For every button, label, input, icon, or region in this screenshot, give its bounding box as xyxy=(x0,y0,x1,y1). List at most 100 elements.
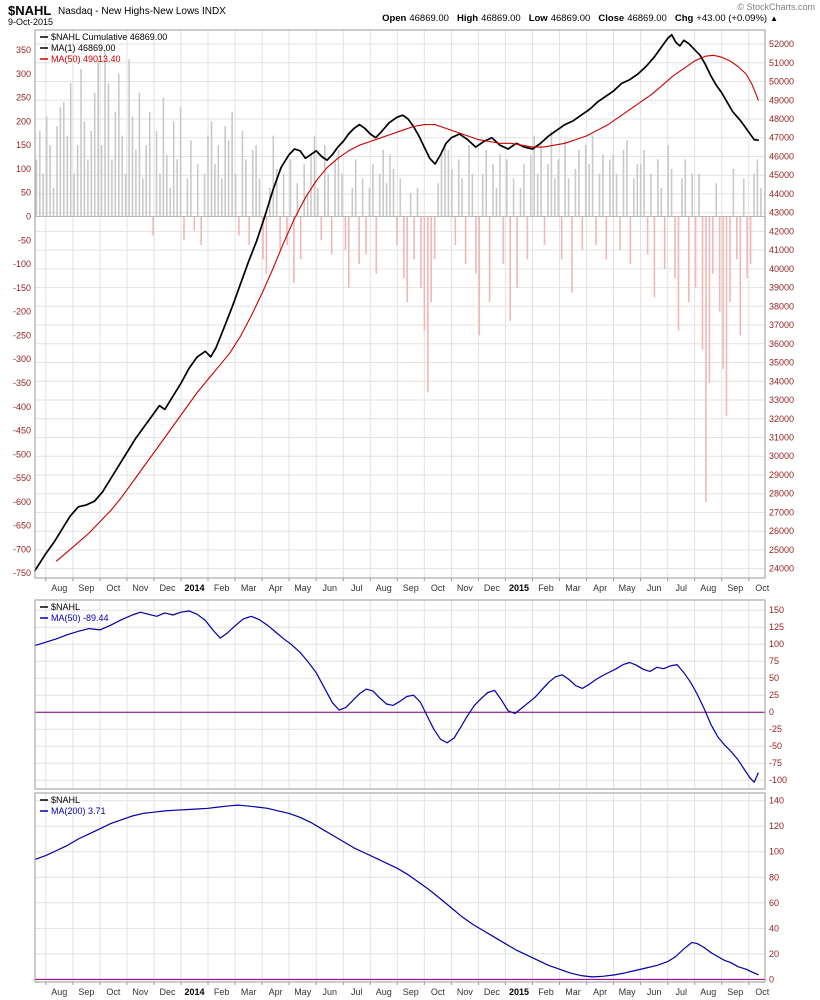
svg-text:2014: 2014 xyxy=(184,583,204,593)
svg-text:150: 150 xyxy=(769,605,784,615)
svg-text:Oct: Oct xyxy=(431,987,446,997)
svg-text:Feb: Feb xyxy=(538,987,554,997)
right-axis-labels: 0 20 40 60 80 100 120 140 xyxy=(769,796,784,985)
plot-border xyxy=(34,29,766,579)
svg-text:$NAHL Cumulative 46869.00: $NAHL Cumulative 46869.00 xyxy=(51,32,167,42)
svg-text:-75: -75 xyxy=(769,758,782,768)
svg-text:25000: 25000 xyxy=(769,545,794,555)
svg-text:Feb: Feb xyxy=(538,583,554,593)
svg-text:51000: 51000 xyxy=(769,58,794,68)
quote-value: +43.00 (+0.09%) xyxy=(696,13,768,24)
quote-label: Open xyxy=(382,13,407,24)
svg-text:43000: 43000 xyxy=(769,208,794,218)
svg-text:Mar: Mar xyxy=(241,583,257,593)
svg-text:40000: 40000 xyxy=(769,264,794,274)
svg-text:200: 200 xyxy=(16,116,31,126)
svg-text:0: 0 xyxy=(26,212,31,222)
svg-text:Oct: Oct xyxy=(755,987,770,997)
svg-text:Sep: Sep xyxy=(727,987,743,997)
nahl-ma50-oscillator-line xyxy=(34,610,759,783)
svg-text:38000: 38000 xyxy=(769,301,794,311)
svg-text:-400: -400 xyxy=(13,402,31,412)
svg-text:31000: 31000 xyxy=(769,433,794,443)
plot-border xyxy=(34,599,766,790)
svg-text:33000: 33000 xyxy=(769,395,794,405)
nahl-cumulative-line xyxy=(34,33,760,572)
svg-text:-750: -750 xyxy=(13,568,31,578)
svg-text:-100: -100 xyxy=(13,259,31,269)
plot-background xyxy=(35,600,765,789)
svg-text:Mar: Mar xyxy=(565,583,581,593)
svg-text:50: 50 xyxy=(21,188,31,198)
svg-text:52000: 52000 xyxy=(769,39,794,49)
svg-text:Apr: Apr xyxy=(593,987,607,997)
svg-text:Jul: Jul xyxy=(351,987,363,997)
svg-text:34000: 34000 xyxy=(769,376,794,386)
svg-text:-600: -600 xyxy=(13,497,31,507)
svg-text:Nov: Nov xyxy=(132,583,149,593)
svg-text:Oct: Oct xyxy=(106,583,121,593)
svg-text:Sep: Sep xyxy=(403,987,419,997)
svg-text:26000: 26000 xyxy=(769,526,794,536)
svg-text:May: May xyxy=(294,583,312,593)
svg-text:Sep: Sep xyxy=(403,583,419,593)
svg-text:-350: -350 xyxy=(13,378,31,388)
svg-text:0: 0 xyxy=(769,707,774,717)
svg-text:75: 75 xyxy=(769,656,779,666)
svg-text:Dec: Dec xyxy=(484,583,501,593)
svg-text:Aug: Aug xyxy=(376,987,392,997)
svg-text:$NAHL: $NAHL xyxy=(51,602,80,612)
svg-text:60: 60 xyxy=(769,898,779,908)
svg-text:-550: -550 xyxy=(13,473,31,483)
month-axis-labels: Aug Sep Oct Nov Dec 2014 Feb Mar Apr May Jun Jul Aug… xyxy=(45,578,770,593)
svg-text:Aug: Aug xyxy=(51,987,67,997)
svg-text:-450: -450 xyxy=(13,426,31,436)
ma50-line xyxy=(56,54,759,562)
svg-text:Sep: Sep xyxy=(727,583,743,593)
quote-value: 46869.00 xyxy=(409,13,449,24)
svg-text:39000: 39000 xyxy=(769,283,794,293)
svg-text:46000: 46000 xyxy=(769,152,794,162)
svg-text:29000: 29000 xyxy=(769,470,794,480)
svg-text:Sep: Sep xyxy=(78,583,94,593)
svg-text:27000: 27000 xyxy=(769,507,794,517)
svg-text:Aug: Aug xyxy=(700,583,716,593)
page-title: $NAHL xyxy=(8,3,52,18)
svg-text:MA(50) -89.44: MA(50) -89.44 xyxy=(51,613,109,623)
svg-text:Oct: Oct xyxy=(106,987,121,997)
svg-text:Mar: Mar xyxy=(565,987,581,997)
right-axis-labels: -100 -75 -50 -25 0 25 50 75 100 125 150 xyxy=(769,605,787,785)
svg-text:41000: 41000 xyxy=(769,245,794,255)
svg-text:300: 300 xyxy=(16,69,31,79)
plot-border xyxy=(34,792,766,983)
svg-text:42000: 42000 xyxy=(769,226,794,236)
left-axis-labels: -750-700-650-600-550-500-450-400-350-300… xyxy=(13,45,31,578)
svg-text:-700: -700 xyxy=(13,545,31,555)
svg-text:Jul: Jul xyxy=(675,987,687,997)
nh-nl-histogram xyxy=(35,50,762,502)
nahl-ma200-oscillator-line xyxy=(34,804,759,978)
svg-text:Dec: Dec xyxy=(159,583,176,593)
svg-text:49000: 49000 xyxy=(769,95,794,105)
svg-text:37000: 37000 xyxy=(769,320,794,330)
svg-text:Aug: Aug xyxy=(376,583,392,593)
svg-text:-250: -250 xyxy=(13,330,31,340)
plot-background xyxy=(35,30,765,578)
svg-text:2015: 2015 xyxy=(509,987,529,997)
svg-text:Nov: Nov xyxy=(457,583,474,593)
svg-text:May: May xyxy=(619,987,637,997)
ma200-oscillator-chart: 0 20 40 60 80 100 120 140 Aug Sep Oct Nov Dec 2014 Feb… xyxy=(34,792,784,997)
svg-text:-500: -500 xyxy=(13,449,31,459)
svg-text:Dec: Dec xyxy=(159,987,176,997)
svg-text:-25: -25 xyxy=(769,724,782,734)
svg-text:Jul: Jul xyxy=(675,583,687,593)
svg-text:47000: 47000 xyxy=(769,133,794,143)
svg-text:0: 0 xyxy=(769,974,774,984)
svg-text:350: 350 xyxy=(16,45,31,55)
svg-text:2014: 2014 xyxy=(184,987,204,997)
svg-text:Oct: Oct xyxy=(431,583,446,593)
svg-text:Jun: Jun xyxy=(647,583,662,593)
svg-text:Mar: Mar xyxy=(241,987,257,997)
